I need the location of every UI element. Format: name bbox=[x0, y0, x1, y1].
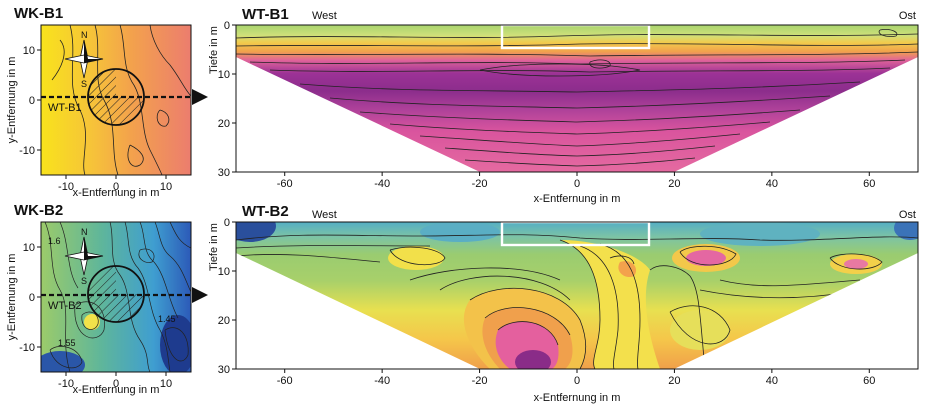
wt-b1-west-label: West bbox=[312, 10, 337, 22]
x-tick-label: 0 bbox=[574, 178, 580, 190]
wk-b2-profile-label: WT-B2 bbox=[48, 300, 82, 312]
y-tick-label: 0 bbox=[29, 95, 35, 107]
x-tick-label: -10 bbox=[58, 181, 74, 193]
y-tick-label: 0 bbox=[29, 292, 35, 304]
y-tick-label: -10 bbox=[19, 145, 35, 157]
wk-b1-arrow-icon bbox=[192, 89, 208, 105]
wk-b1-ylabel: y-Entfernung in m bbox=[6, 57, 18, 144]
wt-b2-west-label: West bbox=[312, 209, 337, 221]
wk-b2-contour-label-2: 1.55 bbox=[58, 338, 76, 348]
x-tick-label: -60 bbox=[277, 178, 293, 190]
wk-b2-arrow-icon bbox=[192, 287, 208, 303]
wk-b2-title: WK-B2 bbox=[14, 202, 63, 219]
wk-b2-ylabel: y-Entfernung in m bbox=[6, 254, 18, 341]
y-tick-label: 10 bbox=[218, 69, 230, 81]
wk-b2-map: WK-B2 1.6 1.55 1.45 bbox=[6, 202, 208, 396]
wk-b2-compass-n: N bbox=[81, 227, 88, 237]
wt-b1-xlabel: x-Entfernung in m bbox=[534, 193, 621, 205]
wk-b2-compass-icon: N S bbox=[64, 227, 104, 286]
wt-b2-ost-label: Ost bbox=[899, 209, 916, 221]
wk-b1-xlabel: x-Entfernung in m bbox=[73, 187, 160, 199]
wt-b1-axes: -60 -40 -20 0 20 40 60 0 10 20 30 bbox=[218, 20, 876, 190]
x-tick-label: 0 bbox=[574, 375, 580, 387]
wk-b2-compass-s: S bbox=[81, 276, 87, 286]
x-tick-label: -40 bbox=[374, 375, 390, 387]
y-tick-label: 30 bbox=[218, 364, 230, 376]
wt-b1-contours bbox=[236, 29, 918, 167]
x-tick-label: 60 bbox=[863, 375, 875, 387]
wk-b2-circle bbox=[87, 265, 145, 323]
wt-b1-field bbox=[236, 25, 918, 172]
wt-b1-ylabel: Tiefe in m bbox=[208, 26, 220, 74]
x-tick-label: 0 bbox=[113, 378, 119, 390]
x-tick-label: 10 bbox=[160, 378, 172, 390]
x-tick-label: 0 bbox=[113, 181, 119, 193]
x-tick-label: -10 bbox=[58, 378, 74, 390]
y-tick-label: 20 bbox=[218, 118, 230, 130]
x-tick-label: 20 bbox=[668, 178, 680, 190]
wk-b1-compass-n: N bbox=[81, 30, 88, 40]
y-tick-label: 0 bbox=[224, 20, 230, 32]
y-tick-label: 30 bbox=[218, 167, 230, 179]
x-tick-label: 40 bbox=[766, 375, 778, 387]
y-tick-label: 10 bbox=[23, 242, 35, 254]
y-tick-label: 10 bbox=[23, 45, 35, 57]
wt-b1-title: WT-B1 bbox=[242, 6, 289, 23]
wk-b2-xlabel: x-Entfernung in m bbox=[73, 384, 160, 396]
x-tick-label: 40 bbox=[766, 178, 778, 190]
wt-b1-ost-label: Ost bbox=[899, 10, 916, 22]
x-tick-label: 60 bbox=[863, 178, 875, 190]
wk-b1-compass-icon: N S bbox=[64, 30, 104, 89]
x-tick-label: -60 bbox=[277, 375, 293, 387]
y-tick-label: 10 bbox=[218, 266, 230, 278]
wt-b2-ylabel: Tiefe in m bbox=[208, 223, 220, 271]
wk-b1-axes: -10 0 10 10 0 -10 bbox=[19, 45, 172, 193]
x-tick-label: -20 bbox=[472, 375, 488, 387]
wt-b1-section: WT-B1 West Ost -60 -40 -20 0 20 40 60 0 10 20 30 x… bbox=[208, 6, 919, 205]
x-tick-label: 10 bbox=[160, 181, 172, 193]
wk-b1-title: WK-B1 bbox=[14, 5, 63, 22]
y-tick-label: 0 bbox=[224, 217, 230, 229]
wk-b2-contour-label-1: 1.6 bbox=[48, 236, 61, 246]
wk-b2-contour-label-3: 1.45 bbox=[158, 314, 176, 324]
wt-b2-xlabel: x-Entfernung in m bbox=[534, 392, 621, 404]
wk-b2-axes: -10 0 10 10 0 -10 bbox=[19, 242, 172, 390]
y-tick-label: -10 bbox=[19, 342, 35, 354]
wt-b2-title: WT-B2 bbox=[242, 203, 289, 220]
x-tick-label: 20 bbox=[668, 375, 680, 387]
y-tick-label: 20 bbox=[218, 315, 230, 327]
wk-b1-compass-s: S bbox=[81, 79, 87, 89]
wk-b1-circle bbox=[87, 68, 145, 126]
wt-b2-section: WT-B2 West Ost bbox=[208, 203, 919, 404]
wk-b1-profile-label: WT-B1 bbox=[48, 102, 82, 114]
x-tick-label: -20 bbox=[472, 178, 488, 190]
wk-b2-contours: 1.6 1.55 1.45 bbox=[41, 222, 191, 372]
x-tick-label: -40 bbox=[374, 178, 390, 190]
wt-b2-contours bbox=[236, 222, 918, 369]
wt-b2-axes: -60 -40 -20 0 20 40 60 0 10 20 30 bbox=[218, 217, 876, 387]
